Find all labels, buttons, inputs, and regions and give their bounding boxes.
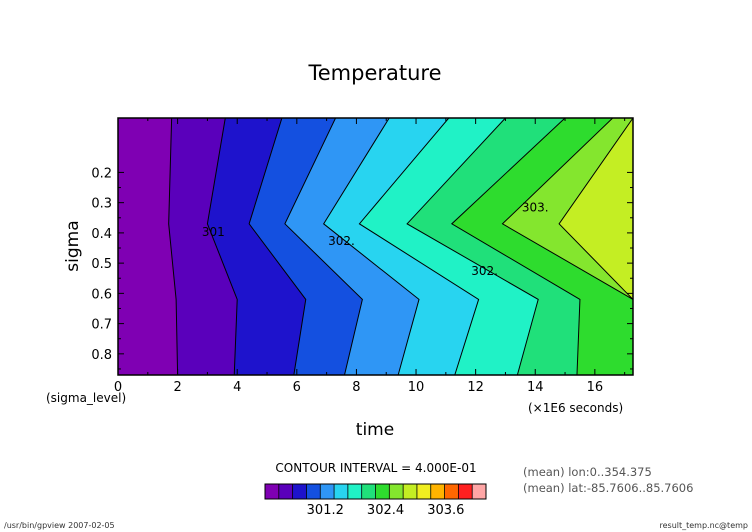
colorbar-swatch	[320, 484, 335, 499]
plot-frame	[117, 117, 634, 376]
y-axis-label: sigma	[63, 220, 83, 271]
contour-band-3	[249, 118, 363, 375]
contour-line-300.8	[206, 117, 238, 376]
colorbar-swatch	[403, 484, 418, 499]
chart-title: Temperature	[307, 61, 441, 85]
footer-left: /usr/bin/gpview 2007-02-05	[4, 521, 115, 530]
y-tick-label: 0.2	[91, 166, 112, 181]
colorbar-tick-label: 302.4	[367, 503, 404, 518]
colorbar-swatch	[430, 484, 445, 499]
colorbar: 301.2 302.4 303.6	[264, 483, 487, 518]
contour-lines	[168, 117, 634, 376]
contour-line-301.2	[248, 117, 307, 376]
contour-band-2	[207, 118, 306, 375]
y-dim-note: (sigma_level)	[46, 391, 126, 405]
contour-label-2: 302.	[471, 264, 498, 278]
footer-right: result_temp.nc@temp	[659, 521, 748, 530]
y-tick-label: 0.8	[91, 348, 112, 363]
y-tick-label: 0.6	[91, 287, 112, 302]
colorbar-swatch	[416, 484, 432, 499]
x-tick-label: 16	[587, 380, 604, 395]
colorbar-swatch	[265, 484, 280, 499]
colorbar-frame	[264, 483, 487, 500]
colorbar-swatch	[444, 484, 459, 499]
contour-line-302	[322, 117, 420, 376]
contour-band-9	[502, 118, 633, 375]
contour-label-3: 303.	[522, 201, 549, 215]
contour-band-1	[168, 118, 238, 375]
x-tick-label: 0	[114, 380, 122, 395]
x-axis-ticks: 0 2 4 6 8 10 12 14 16	[114, 118, 626, 395]
contour-line-303.2	[450, 117, 581, 376]
y-tick-label: 0.7	[91, 318, 112, 333]
y-axis-ticks: 0.2 0.3 0.4 0.5 0.6 0.7 0.8	[91, 166, 633, 370]
colorbar-swatch	[361, 484, 376, 499]
mean-lat-text: (mean) lat:-85.7606..85.7606	[523, 481, 693, 495]
colorbar-swatch	[347, 484, 362, 499]
colorbar-swatch	[389, 484, 404, 499]
colorbar-swatch	[375, 484, 390, 499]
x-tick-label: 10	[408, 380, 425, 395]
x-tick-label: 8	[352, 380, 360, 395]
contour-band-5	[323, 118, 479, 375]
colorbar-swatch	[292, 484, 307, 499]
contour-band-0	[118, 118, 178, 375]
colorbar-swatch	[334, 484, 349, 499]
colorbar-tick-label: 301.2	[307, 503, 344, 518]
contour-line-302.4	[358, 117, 480, 376]
x-tick-label: 12	[467, 380, 484, 395]
contour-fills	[118, 118, 633, 375]
colorbar-tick-label: 303.6	[427, 503, 464, 518]
contour-interval-text: CONTOUR INTERVAL = 4.000E-01	[275, 461, 476, 475]
x-axis-label: time	[356, 420, 394, 440]
x-unit-note: (×1E6 seconds)	[528, 401, 623, 415]
colorbar-swatch	[306, 484, 321, 499]
y-tick-label: 0.5	[91, 257, 112, 272]
y-tick-label: 0.3	[91, 197, 112, 212]
contour-line-300.4	[168, 117, 179, 376]
mean-lon-text: (mean) lon:0..354.375	[523, 465, 652, 479]
contour-band-7	[407, 118, 580, 375]
colorbar-swatch	[472, 484, 487, 499]
contour-label-1: 302.	[328, 234, 355, 248]
y-tick-label: 0.4	[91, 227, 112, 242]
x-tick-label: 4	[233, 380, 241, 395]
contour-label-0: 301	[202, 225, 225, 239]
colorbar-swatch	[278, 484, 293, 499]
contour-band-8	[451, 118, 633, 375]
contour-band-6	[359, 118, 539, 375]
x-tick-label: 14	[527, 380, 544, 395]
x-tick-label: 6	[293, 380, 301, 395]
x-tick-label: 2	[173, 380, 181, 395]
colorbar-swatch	[458, 484, 473, 499]
contour-band-10	[559, 118, 633, 375]
contour-labels: 301 302. 302. 303.	[202, 201, 549, 278]
contour-line-302.8	[406, 117, 539, 376]
contour-line-301.6	[284, 117, 363, 376]
